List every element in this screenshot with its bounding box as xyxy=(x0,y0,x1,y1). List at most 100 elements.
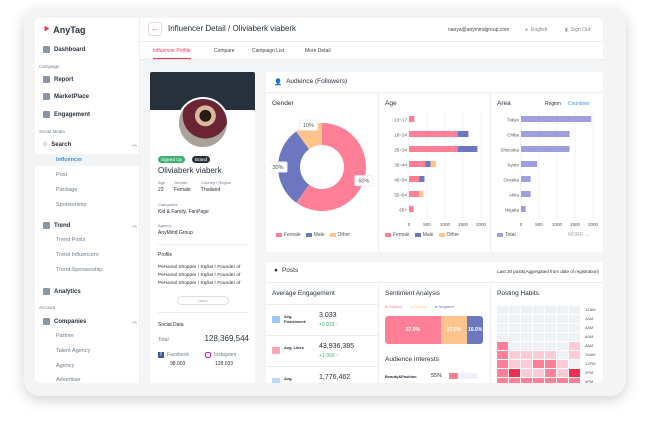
habit-cell xyxy=(497,369,508,377)
gender-value: Female xyxy=(174,187,191,193)
facebook-count: 98,003 xyxy=(170,361,186,367)
sidebar-item-engagement[interactable]: Engagement xyxy=(43,111,137,118)
sidebar-item-post[interactable]: Post xyxy=(56,172,68,178)
age-label: Age xyxy=(158,180,166,185)
bar-female-13~17 xyxy=(409,116,415,122)
label: Companies xyxy=(54,318,87,325)
sidebar-item-sponsorship[interactable]: Sponsorship xyxy=(56,202,87,208)
top-bar: ← Influencer Detail / Oliviaberk viaberk… xyxy=(140,18,603,42)
sidebar-item-trend-influencers[interactable]: Trend Influencers xyxy=(56,252,99,258)
label: Report xyxy=(54,76,74,83)
legend-label: Female xyxy=(393,232,410,238)
legend-male: Male xyxy=(305,232,325,238)
sidebar-item-partner[interactable]: Partner xyxy=(56,333,75,339)
habit-cell xyxy=(521,369,532,377)
user-icon: 👤 xyxy=(274,79,283,86)
interest-bar-track xyxy=(449,373,477,379)
more-button[interactable]: more xyxy=(177,296,229,305)
sidebar-item-package[interactable]: Package xyxy=(56,187,78,193)
tab-more-detail[interactable]: More Detail xyxy=(305,48,331,54)
hour-label: 4PM xyxy=(585,379,594,383)
facebook-icon: f xyxy=(158,352,164,358)
sidebar-item-report[interactable]: Report xyxy=(43,76,137,83)
section-label: Social Media xyxy=(39,129,65,134)
habit-cell xyxy=(545,315,556,323)
habit-cell xyxy=(521,333,532,341)
slice-label-box xyxy=(270,161,288,173)
tab-campaign-list[interactable]: Campaign List xyxy=(252,48,284,54)
label: English xyxy=(531,27,548,33)
habit-cell xyxy=(569,378,580,383)
divider xyxy=(158,312,248,313)
legend-label: Male xyxy=(422,232,434,238)
countries-toggle[interactable]: Countries xyxy=(568,101,590,107)
sidebar-item-trend-sponsorship[interactable]: Trend Sponsorship xyxy=(56,267,103,273)
hour-label: 12AM xyxy=(585,307,596,312)
habit-cell xyxy=(497,342,508,350)
legend-female: Female xyxy=(385,232,410,238)
signed-up-badge: Signed Up xyxy=(158,156,186,163)
legend-label: Female xyxy=(284,232,301,238)
tab-influencer-profile[interactable]: Influencer Profile xyxy=(153,48,191,59)
habit-cell xyxy=(497,378,508,383)
sidebar-item-marketplace[interactable]: MarketPlace xyxy=(43,93,137,100)
chevron-up-icon: ︿ xyxy=(131,142,137,148)
profile-card: Signed Up Brand Oliviaberk viaberk Age 2… xyxy=(150,72,255,383)
section-title: Sentiment Analysis xyxy=(385,290,440,297)
y-tick-label: Oosaka xyxy=(503,178,519,183)
more-link[interactable]: MORE → xyxy=(568,232,589,238)
y-tick-label: Akita xyxy=(509,193,520,198)
hour-label: 4AM xyxy=(585,325,594,330)
legend-swatch xyxy=(385,233,391,237)
sidebar-item-companies[interactable]: Companies ︿ xyxy=(43,318,137,325)
sidebar-item-trend[interactable]: Trend ︿ xyxy=(43,222,137,229)
habit-cell xyxy=(497,333,508,341)
metric-label: Avg. xyxy=(284,376,293,381)
sidebar-item-influencer[interactable]: Influencer xyxy=(35,154,139,166)
search-icon: ○ xyxy=(43,141,48,148)
habit-cell xyxy=(533,378,544,383)
audience-card: 👤 Audience (Followers) Gender 60% 30% 10% F… xyxy=(266,72,603,252)
sidebar-item-analytics[interactable]: Analytics xyxy=(43,288,137,295)
sidebar-item-search[interactable]: ○ Search ︿ xyxy=(43,141,137,148)
sentiment-bar-neutral: 27.0% xyxy=(440,316,468,344)
habit-cell xyxy=(497,351,508,359)
report-icon xyxy=(43,76,50,83)
facebook-label: Facebook xyxy=(167,352,189,358)
bar-male-25~34 xyxy=(457,146,478,152)
x-tick-label: 1000 xyxy=(440,222,451,227)
instagram-icon xyxy=(205,352,211,358)
x-tick-label: 500 xyxy=(535,222,543,227)
sign-out-button[interactable]: ▮ Sign Out xyxy=(565,27,590,33)
language-selector[interactable]: ● English xyxy=(525,27,547,33)
analytics-icon xyxy=(43,288,50,295)
label: MORE xyxy=(568,232,583,238)
y-tick-label: 45~54 xyxy=(394,178,407,183)
area-chart: Area Region Countries 0 500 1000 1500 2000 To… xyxy=(490,92,603,252)
sidebar-item-agency[interactable]: Agency xyxy=(56,363,75,369)
habit-cell xyxy=(509,342,520,350)
sidebar-item-dashboard[interactable]: Dashboard xyxy=(43,46,137,53)
legend-other: Other xyxy=(329,232,350,238)
habit-cell xyxy=(509,351,520,359)
sidebar-item-talent-agency[interactable]: Talent Agency xyxy=(56,348,91,354)
habit-cell xyxy=(545,369,556,377)
bar-total-Kyoto xyxy=(521,161,538,167)
back-button[interactable]: ← xyxy=(148,22,162,36)
bar-total-Shizuoka xyxy=(521,146,570,152)
bar-total-Tokyo xyxy=(521,116,592,122)
y-tick-label: Tokyo xyxy=(507,118,519,123)
habit-cell xyxy=(521,351,532,359)
categories-value: Kid & Family, FanPage xyxy=(158,209,209,215)
bar-female-35~44 xyxy=(409,161,426,167)
metric-delta: +0.933 ↑ xyxy=(319,322,339,328)
sidebar-item-trend-posts[interactable]: Trend Posts xyxy=(56,237,86,243)
region-toggle[interactable]: Region xyxy=(545,101,561,107)
sidebar-item-advertiser[interactable]: Advertiser xyxy=(56,377,81,383)
interest-bar-fill xyxy=(449,373,459,379)
hour-label: 6AM xyxy=(585,334,594,339)
tab-compare[interactable]: Compare xyxy=(214,48,235,54)
legend-negative: ● Negative xyxy=(434,304,455,309)
y-tick-label: Kyoto xyxy=(507,163,519,168)
habit-cell xyxy=(521,378,532,383)
